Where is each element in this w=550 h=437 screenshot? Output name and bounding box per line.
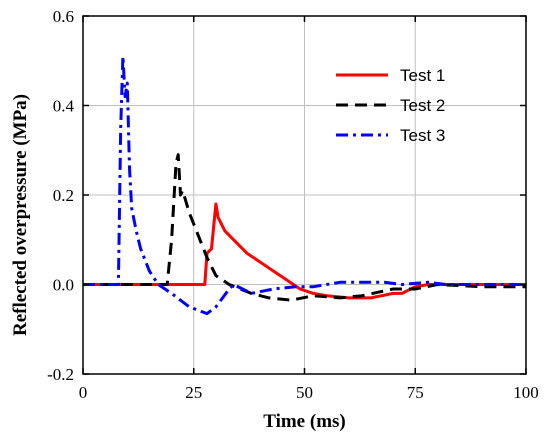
legend: Test 1 Test 2 Test 3 <box>336 66 445 145</box>
y-tick-label: 0.6 <box>53 7 74 26</box>
x-tick-label: 0 <box>79 383 88 402</box>
legend-label-test-3: Test 3 <box>400 126 445 145</box>
legend-label-test-1: Test 1 <box>400 66 445 85</box>
y-tick-label: 0.2 <box>53 186 74 205</box>
series-line-test-2 <box>83 153 526 302</box>
y-tick-label: 0.0 <box>53 276 74 295</box>
x-tick-label: 50 <box>296 383 313 402</box>
series-lines <box>83 54 526 316</box>
legend-label-test-2: Test 2 <box>400 96 445 115</box>
series-line-test-3 <box>83 54 526 316</box>
x-tick-label: 100 <box>513 383 539 402</box>
x-axis-title: Time (ms) <box>263 411 346 432</box>
y-axis-title: Reflected overpressure (MPa) <box>10 94 31 336</box>
axis-ticks: 0 25 50 75 100 -0.2 0.0 0.2 0.4 0.6 <box>47 7 539 402</box>
grid-lines <box>83 16 526 374</box>
x-tick-label: 25 <box>185 383 202 402</box>
x-tick-label: 75 <box>407 383 424 402</box>
y-tick-label: -0.2 <box>47 365 74 384</box>
y-tick-label: 0.4 <box>53 97 75 116</box>
